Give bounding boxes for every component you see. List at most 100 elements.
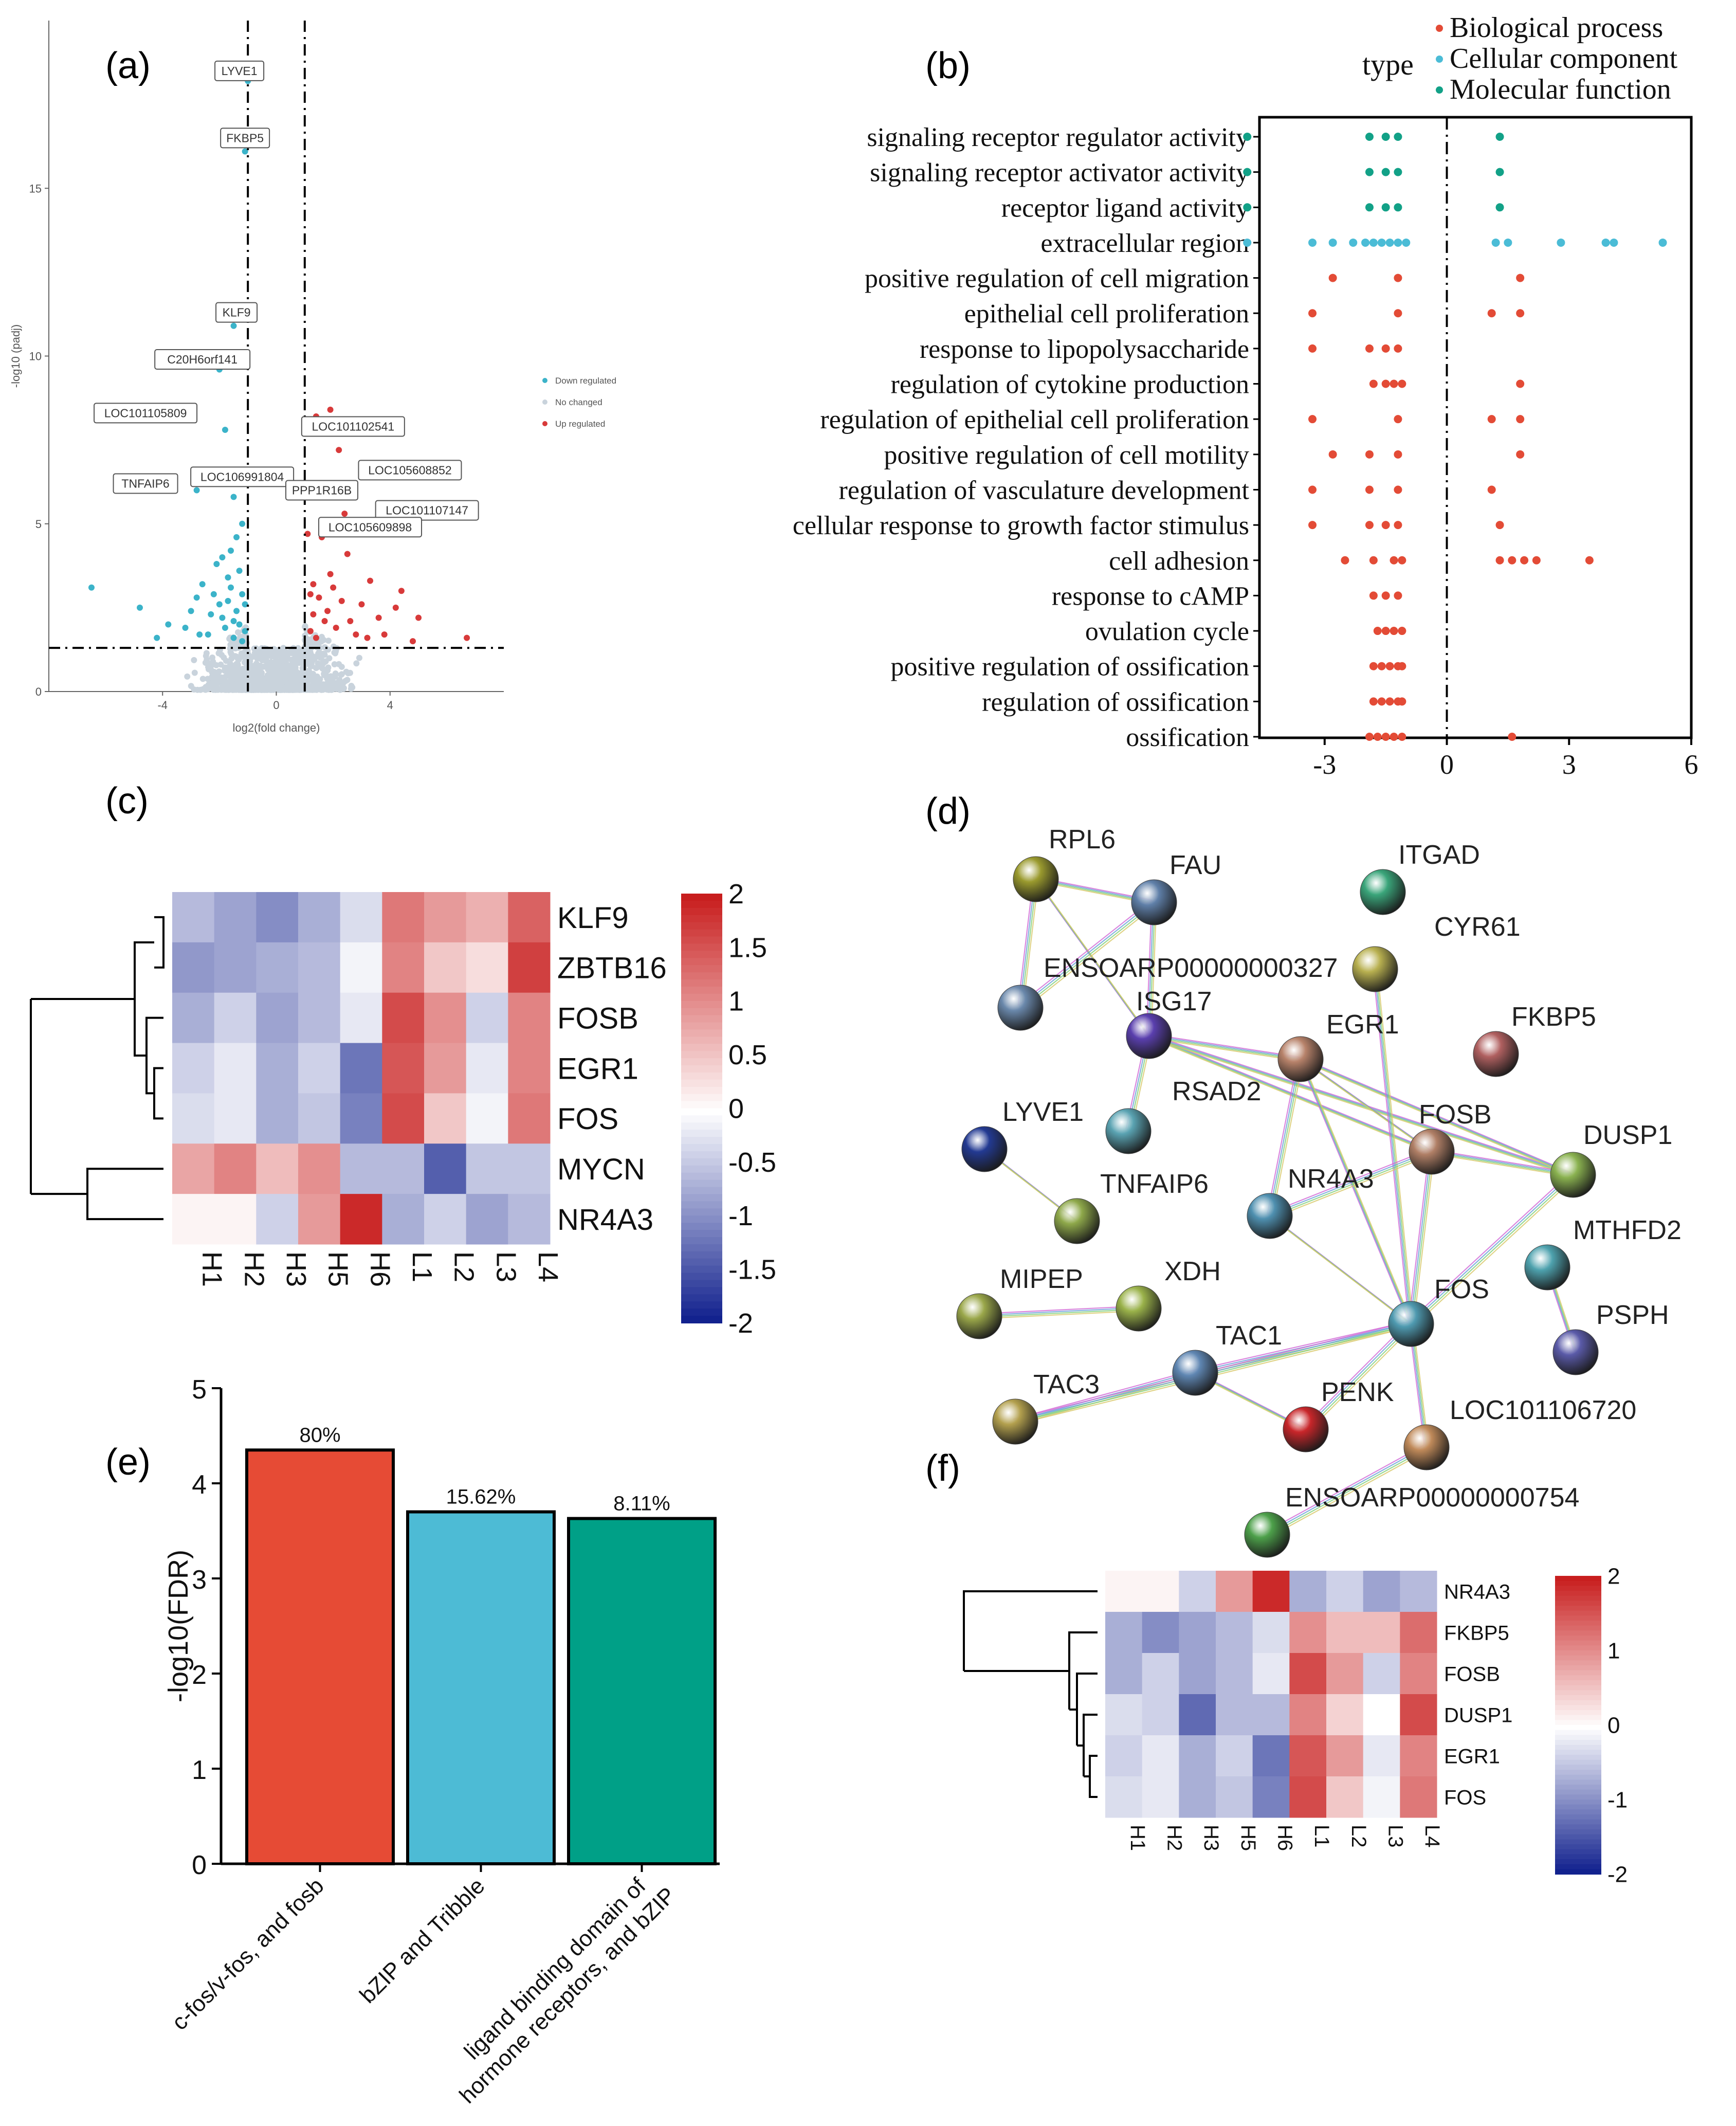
point-down (88, 584, 95, 591)
go-point (1308, 415, 1317, 424)
y-tick-label: 5 (35, 518, 42, 531)
point-nochange (312, 655, 318, 662)
point-nochange (331, 661, 338, 668)
point-nochange (261, 675, 267, 682)
heat-cell (1326, 1776, 1364, 1818)
point-down (239, 638, 246, 645)
x-category-label: ligand binding domain of (460, 1873, 651, 2064)
network-edge (1375, 970, 1413, 1325)
colorbar-step (1555, 1601, 1601, 1606)
go-point (1601, 238, 1610, 247)
heatmap-f: NR4A3 FKBP5 FOSB DUSP1 EGR1 FOS H1 H2 H3 H5 H6 L1 L2… (963, 1564, 1628, 1887)
point-nochange (227, 674, 234, 681)
point-nochange (282, 668, 288, 675)
network-edge (1193, 1321, 1409, 1371)
node-label: CYR61 (1434, 912, 1521, 942)
point-nochange (323, 685, 330, 692)
go-point (1377, 662, 1386, 670)
go-point (1394, 344, 1402, 353)
node-label: ISG17 (1136, 987, 1212, 1016)
network-edge (1146, 1033, 1430, 1150)
y-tick-label: 1 (192, 1755, 207, 1785)
network-edge (1149, 1036, 1302, 1061)
colorbar-step (681, 943, 722, 952)
colorbar-step (681, 1172, 722, 1180)
network-edge (1148, 1034, 1431, 1152)
gene-label: C20H6orf141 (167, 353, 237, 366)
colorbar-step (1555, 1621, 1601, 1626)
point-nochange (325, 638, 332, 644)
heat-cell (1105, 1776, 1143, 1818)
heat-cell (1105, 1735, 1143, 1777)
network-edge (1298, 1056, 1571, 1173)
go-point (1328, 274, 1337, 282)
go-point (1658, 238, 1667, 247)
row-label: ZBTB16 (557, 952, 667, 985)
colorbar-label: -1 (1607, 1787, 1628, 1812)
go-point (1369, 662, 1378, 670)
network-edge (1151, 1038, 1576, 1178)
point-nochange (265, 673, 271, 679)
colorbar-step (1555, 1576, 1601, 1582)
point-down (216, 601, 223, 608)
point-up (324, 608, 331, 614)
colorbar-step (1555, 1750, 1601, 1755)
legend-label: No changed (555, 397, 602, 407)
network-edge (1303, 1321, 1410, 1428)
network-edge (981, 1310, 1141, 1319)
legend-marker (542, 378, 547, 383)
network-edge (1013, 1370, 1193, 1420)
category-label: positive regulation of cell migration (865, 264, 1249, 294)
point-nochange (299, 677, 305, 683)
heat-cell (298, 942, 341, 993)
go-point (1373, 733, 1382, 741)
colorbar-step (681, 1008, 722, 1016)
panel-label-f: (f) (925, 1448, 960, 1489)
panel-label-d: (d) (925, 791, 971, 832)
colorbar-step (681, 1273, 722, 1281)
point-nochange (257, 651, 264, 658)
colorbar-step (1555, 1834, 1601, 1840)
colorbar-label: -2 (728, 1308, 753, 1339)
heat-cell (172, 1194, 215, 1245)
point-nochange (284, 662, 291, 668)
go-point (1381, 379, 1390, 388)
go-point (1487, 309, 1496, 318)
go-point (1508, 733, 1516, 741)
network-edge (1298, 1057, 1410, 1322)
heat-cell (424, 992, 467, 1044)
heat-cell (1252, 1612, 1290, 1653)
go-point (1495, 168, 1504, 176)
heat-cell (298, 1043, 341, 1094)
colorbar-step (1555, 1606, 1601, 1611)
colorbar-step (681, 907, 722, 916)
colorbar-step (1555, 1774, 1601, 1780)
colorbar-label: -1 (728, 1201, 753, 1231)
point-down (236, 568, 243, 574)
point-up (358, 601, 365, 608)
heat-cell (1289, 1612, 1327, 1653)
colorbar-step (681, 1251, 722, 1259)
network-edge (1301, 1059, 1574, 1176)
point-nochange (223, 658, 229, 664)
x-tick-label: -4 (157, 699, 168, 712)
point-nochange (299, 653, 306, 660)
heat-cell (1363, 1735, 1400, 1777)
heat-cell (508, 1143, 551, 1194)
point-down (222, 625, 228, 631)
legend-marker (542, 399, 547, 405)
point-nochange (202, 660, 209, 666)
colorbar-step (681, 1316, 722, 1323)
network-edge (1302, 1061, 1435, 1155)
go-point (1369, 697, 1378, 706)
category-label: extracellular region (1040, 229, 1249, 258)
colorbar-step (1555, 1670, 1601, 1676)
heat-cell (298, 992, 341, 1044)
go-point (1385, 238, 1394, 247)
colorbar-step (1555, 1675, 1601, 1681)
y-tick-label: 0 (192, 1850, 207, 1880)
network-node (1244, 1512, 1290, 1558)
gene-label: FKBP5 (226, 131, 264, 144)
go-point (1402, 238, 1411, 247)
point-down (219, 554, 226, 560)
